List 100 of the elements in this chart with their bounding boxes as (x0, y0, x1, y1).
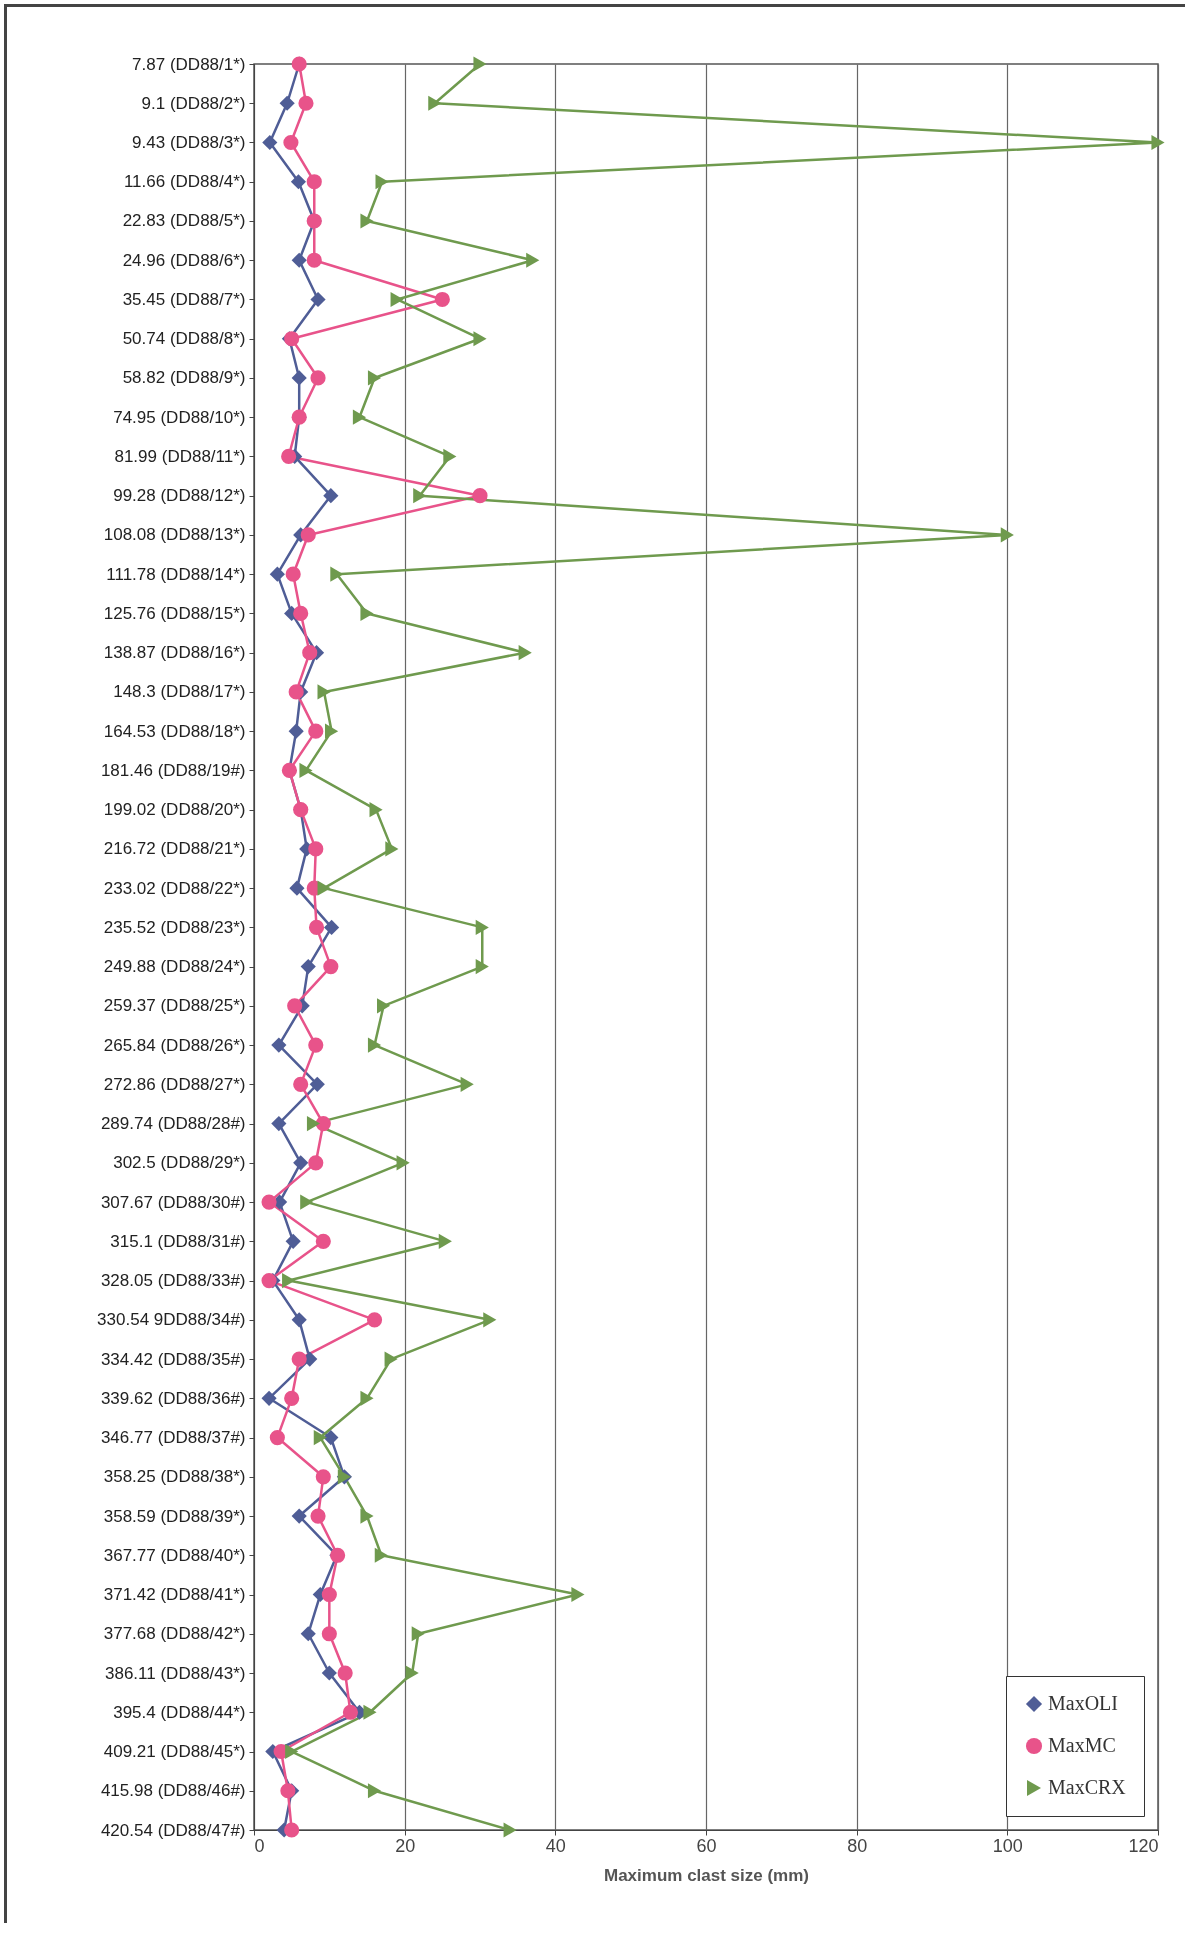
y-tick-label: 9.43 (DD88/3*) (132, 132, 246, 152)
point (460, 1076, 474, 1092)
point (428, 95, 442, 111)
point (284, 1822, 300, 1838)
point (363, 1704, 377, 1720)
y-tick-label: 386.11 (DD88/43*) (105, 1663, 246, 1683)
point (291, 1508, 307, 1524)
point (308, 723, 324, 739)
point (352, 409, 367, 425)
point (313, 1429, 327, 1446)
point (374, 1547, 388, 1563)
point (411, 1626, 425, 1642)
point (434, 291, 450, 308)
y-tick-label: 315.1 (DD88/31#) (110, 1231, 246, 1251)
point (308, 919, 325, 935)
point (261, 1390, 277, 1406)
point (279, 95, 295, 111)
point (289, 880, 305, 896)
y-tick-label: 259.37 (DD88/25*) (103, 996, 246, 1016)
point (390, 291, 404, 308)
point (293, 1076, 309, 1092)
point (271, 1116, 287, 1132)
point (302, 645, 318, 661)
point (283, 134, 299, 151)
y-tick-label: 415.98 (DD88/46#) (100, 1781, 246, 1801)
legend-label: MaxCRX (1048, 1776, 1127, 1798)
point (413, 488, 427, 504)
x-tick-label: 0 (254, 1835, 265, 1856)
point (269, 566, 285, 582)
point (337, 1665, 353, 1681)
x-tick-label: 20 (395, 1835, 416, 1856)
point (475, 959, 489, 975)
y-tick-label: 371.42 (DD88/41*) (103, 1585, 246, 1605)
point (300, 959, 316, 975)
y-tick-label: 99.28 (DD88/12*) (113, 486, 246, 506)
y-tick-label: 216.72 (DD88/21*) (103, 839, 246, 859)
y-tick-label: 58.82 (DD88/9*) (122, 368, 246, 388)
point (323, 1429, 339, 1446)
point (308, 1155, 324, 1171)
point (291, 1351, 307, 1367)
point (396, 1155, 410, 1171)
y-tick-label: 334.42 (DD88/35#) (100, 1349, 246, 1369)
point (443, 448, 457, 465)
point (300, 527, 316, 543)
y-tick-label: 9.1 (DD88/2*) (141, 93, 246, 113)
point (280, 1783, 296, 1799)
point (306, 1116, 321, 1132)
point (518, 645, 532, 661)
x-tick-label: 80 (847, 1835, 868, 1856)
point (367, 1037, 382, 1053)
y-tick-label: 125.76 (DD88/15*) (103, 603, 246, 623)
point (308, 841, 324, 857)
point (360, 1390, 374, 1406)
point (323, 488, 339, 504)
point (315, 1469, 331, 1485)
point (360, 1508, 374, 1524)
point (526, 252, 540, 268)
point (291, 1312, 307, 1328)
point (298, 95, 314, 111)
y-tick-label: 367.77 (DD88/40*) (103, 1545, 246, 1565)
point (367, 1783, 382, 1799)
y-tick-label: 11.66 (DD88/4*) (123, 172, 246, 192)
x-tick-label: 60 (696, 1835, 717, 1856)
y-tick-label: 272.86 (DD88/27*) (103, 1074, 246, 1094)
point (342, 1704, 359, 1720)
point (310, 291, 326, 308)
x-tick-label: 40 (545, 1835, 566, 1856)
point (308, 1037, 324, 1053)
y-tick-label: 358.59 (DD88/39*) (103, 1506, 246, 1526)
point (290, 174, 307, 190)
y-tick-label: 111.78 (DD88/14*) (106, 564, 246, 584)
point (310, 1508, 326, 1524)
point (315, 1233, 331, 1249)
y-tick-label: 265.84 (DD88/26*) (103, 1035, 246, 1055)
point (473, 56, 487, 72)
point (475, 919, 489, 935)
legend-label: MaxOLI (1048, 1692, 1118, 1714)
y-tick-label: 235.52 (DD88/23*) (103, 917, 246, 937)
point (369, 802, 383, 818)
y-tick-label: 24.96 (DD88/6*) (122, 250, 246, 270)
point (285, 1743, 299, 1760)
y-tick-label: 50.74 (DD88/8*) (122, 329, 246, 349)
y-tick-label: 377.68 (DD88/42*) (103, 1624, 246, 1644)
point (291, 370, 307, 386)
y-tick-label: 108.08 (DD88/13*) (103, 525, 246, 545)
y-tick-label: 7.87 (DD88/1*) (132, 54, 246, 74)
y-tick-label: 346.77 (DD88/37#) (100, 1428, 246, 1448)
point (300, 1194, 314, 1210)
point (287, 998, 303, 1014)
point (261, 1273, 277, 1289)
point (377, 998, 391, 1014)
point (360, 605, 374, 622)
y-tick-label: 307.67 (DD88/30#) (100, 1192, 246, 1212)
y-tick-label: 22.83 (DD88/5*) (122, 211, 246, 231)
y-tick-label: 74.95 (DD88/10*) (113, 407, 246, 427)
y-tick-label: 233.02 (DD88/22*) (103, 878, 246, 898)
y-tick-label: 395.4 (DD88/44*) (113, 1702, 246, 1722)
point (472, 488, 488, 504)
y-tick-label: 35.45 (DD88/7*) (122, 289, 246, 309)
point (306, 252, 322, 268)
